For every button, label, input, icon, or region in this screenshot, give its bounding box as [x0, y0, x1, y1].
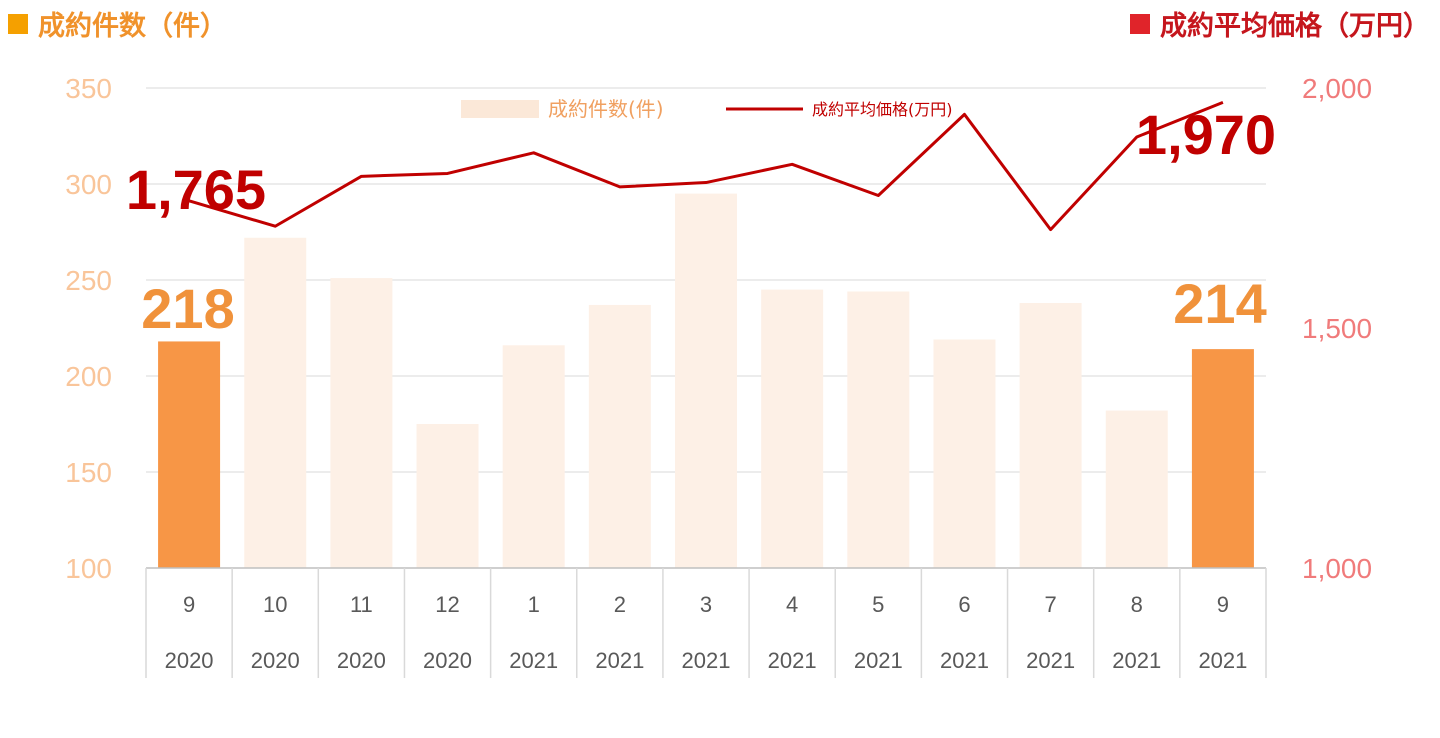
x-tick-year: 2021 — [854, 648, 903, 673]
x-tick-month: 2 — [614, 592, 626, 617]
x-tick-year: 2021 — [768, 648, 817, 673]
x-tick-month: 11 — [350, 592, 373, 617]
right-axis-title-text: 成約平均価格（万円） — [1160, 11, 1430, 42]
x-tick-year: 2021 — [509, 648, 558, 673]
right-axis-title: 成約平均価格（万円） — [1130, 4, 1430, 43]
legend-bar-label: 成約件数(件) — [548, 97, 664, 121]
x-tick-year: 2020 — [337, 648, 386, 673]
x-tick-month: 12 — [435, 592, 459, 617]
x-tick-year: 2021 — [682, 648, 731, 673]
bar — [1019, 303, 1082, 568]
bar — [1191, 349, 1254, 568]
bar-series-square-icon — [8, 13, 28, 34]
bar — [158, 341, 221, 568]
x-tick-month: 4 — [786, 592, 798, 617]
x-tick-month: 3 — [700, 592, 712, 617]
left-axis-tick-label: 200 — [65, 361, 112, 392]
bar — [933, 339, 996, 568]
bar — [502, 345, 565, 568]
x-tick-month: 5 — [872, 592, 884, 617]
left-axis-tick-label: 150 — [65, 457, 112, 488]
bar — [416, 424, 479, 568]
data-label-last-bar: 214 — [1173, 272, 1266, 335]
line-series-square-icon — [1130, 13, 1150, 34]
right-axis-tick-label: 2,000 — [1302, 73, 1372, 104]
legend-bar-swatch — [461, 100, 539, 118]
bar — [761, 289, 824, 568]
x-tick-year: 2021 — [940, 648, 989, 673]
bar — [330, 278, 393, 568]
data-label-last-price: 1,970 — [1136, 103, 1276, 166]
right-axis-tick-label: 1,500 — [1302, 313, 1372, 344]
x-tick-month: 7 — [1044, 592, 1056, 617]
x-tick-year: 2020 — [165, 648, 214, 673]
legend-line-label: 成約平均価格(万円) — [812, 100, 953, 119]
x-tick-month: 1 — [528, 592, 540, 617]
left-axis-title: 成約件数（件） — [8, 4, 227, 43]
bar — [1105, 410, 1168, 568]
data-label-first-price: 1,765 — [126, 158, 266, 221]
x-tick-month: 9 — [183, 592, 195, 617]
bar — [588, 304, 651, 568]
x-tick-year: 2021 — [1198, 648, 1247, 673]
right-axis-tick-label: 1,000 — [1302, 553, 1372, 584]
x-tick-month: 6 — [958, 592, 970, 617]
x-tick-month: 10 — [263, 592, 287, 617]
bar — [675, 193, 737, 568]
left-axis-tick-label: 350 — [65, 73, 112, 104]
x-tick-year: 2021 — [1026, 648, 1075, 673]
data-label-first-bar: 218 — [141, 277, 234, 340]
x-tick-month: 9 — [1217, 592, 1229, 617]
x-tick-month: 8 — [1131, 592, 1143, 617]
left-axis-tick-label: 100 — [65, 553, 112, 584]
price-line — [188, 101, 1224, 232]
left-axis-tick-label: 300 — [65, 169, 112, 200]
left-axis-title-text: 成約件数（件） — [38, 11, 227, 42]
bar — [847, 291, 910, 568]
x-tick-year: 2021 — [595, 648, 644, 673]
bar — [244, 237, 307, 568]
left-axis-tick-label: 250 — [65, 265, 112, 296]
x-tick-year: 2021 — [1112, 648, 1161, 673]
x-tick-year: 2020 — [251, 648, 300, 673]
x-tick-year: 2020 — [423, 648, 472, 673]
